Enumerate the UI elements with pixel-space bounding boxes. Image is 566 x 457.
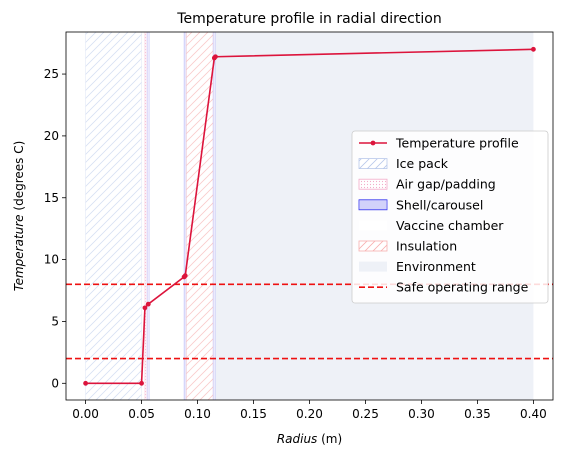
legend-patch-hatch-1: [358, 158, 388, 170]
region-hatch-1: [144, 32, 148, 400]
legend-box: [351, 130, 549, 304]
x-tick-label-7: 0.35: [464, 407, 491, 421]
region-hatch-6: [212, 32, 216, 400]
x-tick-label-8: 0.40: [520, 407, 547, 421]
x-tick-label-4: 0.20: [296, 407, 323, 421]
legend-label-5: Insulation: [396, 239, 457, 254]
region-hatch-0: [85, 32, 142, 400]
legend-patch-hatch-5: [358, 240, 388, 252]
legend-label-7: Safe operating range: [396, 280, 529, 295]
x-axis-ticks: 0.00 0.05 0.10 0.15 0.20 0.25 0.30 0.35 0.40: [72, 400, 547, 421]
data-point-1: [139, 380, 144, 386]
data-point-8: [531, 46, 536, 52]
y-axis-label-unit: (degrees C): [12, 141, 26, 215]
data-point-5: [182, 273, 188, 279]
legend: Temperature profile Ice pack Air gap/paddi…: [351, 130, 549, 304]
chart-title: Temperature profile in radial direction: [176, 11, 441, 27]
y-tick-label-0: 0: [51, 376, 59, 390]
x-tick-label-0: 0.00: [72, 407, 99, 421]
x-axis-label: Radius (m): [277, 432, 342, 446]
data-point-3: [145, 301, 151, 307]
legend-marker-0: [370, 140, 376, 146]
legend-patch-6: [359, 261, 387, 272]
y-tick-label-4: 20: [44, 129, 59, 143]
series-layer: [83, 46, 536, 386]
x-tick-label-2: 0.10: [184, 407, 211, 421]
y-axis-ticks: 0 5 10 15 20 25: [44, 67, 66, 390]
legend-patch-4: [359, 220, 387, 231]
y-tick-label-5: 25: [44, 67, 59, 81]
data-point-7: [213, 54, 218, 60]
data-point-0: [83, 380, 88, 386]
x-tick-label-5: 0.25: [352, 407, 379, 421]
x-tick-label-3: 0.15: [240, 407, 267, 421]
legend-label-0: Temperature profile: [395, 136, 519, 151]
x-tick-label-6: 0.30: [408, 407, 435, 421]
legend-label-3: Shell/carousel: [396, 197, 483, 212]
x-axis-label-unit: (m): [317, 432, 342, 446]
region-hatch-5: [185, 32, 214, 400]
legend-patch-hatch-3: [358, 199, 388, 211]
y-axis-label: Temperature (degrees C): [12, 141, 26, 292]
x-axis-label-italic: Radius: [277, 432, 318, 446]
x-tick-label-1: 0.05: [128, 407, 155, 421]
y-tick-label-2: 10: [44, 253, 59, 267]
data-point-2: [142, 305, 148, 311]
y-tick-label-1: 5: [51, 314, 59, 328]
region-hatch-2: [146, 32, 150, 400]
y-tick-label-3: 15: [44, 191, 59, 205]
legend-label-1: Ice pack: [396, 156, 449, 171]
legend-label-6: Environment: [396, 259, 476, 274]
legend-label-2: Air gap/padding: [396, 177, 496, 192]
y-axis-label-italic: Temperature: [12, 214, 26, 291]
legend-label-4: Vaccine chamber: [396, 218, 504, 233]
region-3: [149, 32, 185, 400]
legend-patch-hatch-2: [358, 178, 388, 190]
